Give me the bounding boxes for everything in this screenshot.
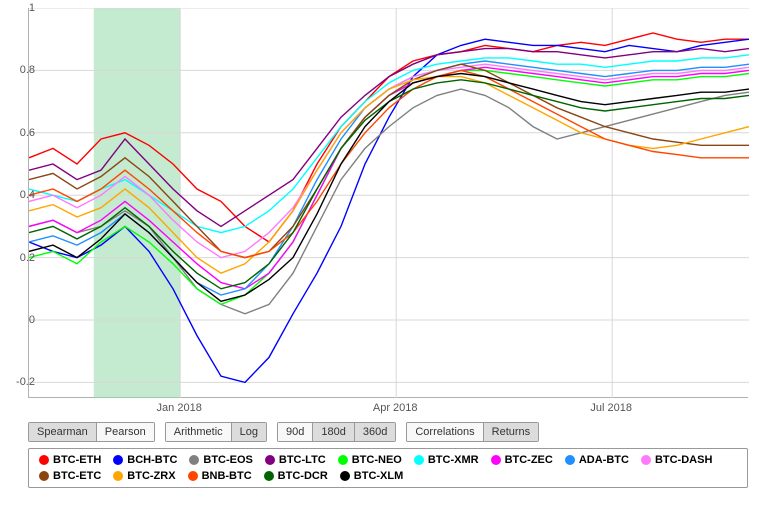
legend-item-btc-xlm[interactable]: BTC-XLM: [334, 468, 410, 484]
legend-label: BTC-DCR: [278, 470, 328, 482]
legend-item-btc-etc[interactable]: BTC-ETC: [33, 468, 107, 484]
btn-group-scale: ArithmeticLog: [165, 422, 267, 442]
chart-container: -0.2 0 0.2 0.4 0.6 0.8 1 Jan 2018 Apr 2018 Jul 2…: [0, 0, 761, 513]
btn-180d[interactable]: 180d: [313, 423, 354, 441]
legend-item-bnb-btc[interactable]: BNB-BTC: [182, 468, 258, 484]
y-tick-label: 0: [29, 314, 35, 326]
btn-360d[interactable]: 360d: [355, 423, 395, 441]
btn-pearson[interactable]: Pearson: [97, 423, 154, 441]
legend-label: BTC-ZEC: [505, 454, 553, 466]
legend-dot-icon: [491, 455, 501, 465]
btn-returns[interactable]: Returns: [484, 423, 539, 441]
btn-log[interactable]: Log: [232, 423, 266, 441]
y-tick-label: -0.2: [16, 376, 35, 388]
legend-item-btc-eth[interactable]: BTC-ETH: [33, 452, 107, 468]
legend-item-btc-dash[interactable]: BTC-DASH: [635, 452, 718, 468]
controls-panel: SpearmanPearson ArithmeticLog 90d180d360d C…: [28, 422, 748, 488]
legend-dot-icon: [113, 455, 123, 465]
legend: BTC-ETH BCH-BTC BTC-EOS BTC-LTC BTC-NEO BTC-X…: [28, 448, 748, 488]
y-tick-label: 1: [29, 2, 35, 14]
legend-item-bch-btc[interactable]: BCH-BTC: [107, 452, 183, 468]
y-tick-label: 0.2: [20, 252, 35, 264]
legend-label: BTC-ETH: [53, 454, 101, 466]
legend-dot-icon: [338, 455, 348, 465]
legend-label: BTC-EOS: [203, 454, 253, 466]
button-row: SpearmanPearson ArithmeticLog 90d180d360d C…: [28, 422, 748, 442]
legend-dot-icon: [641, 455, 651, 465]
legend-label: BTC-NEO: [352, 454, 402, 466]
legend-label: BTC-XMR: [428, 454, 479, 466]
legend-item-btc-zrx[interactable]: BTC-ZRX: [107, 468, 181, 484]
y-tick-label: 0.4: [20, 189, 35, 201]
y-tick-label: 0.6: [20, 127, 35, 139]
legend-dot-icon: [188, 471, 198, 481]
legend-dot-icon: [565, 455, 575, 465]
legend-label: BNB-BTC: [202, 470, 252, 482]
legend-item-btc-eos[interactable]: BTC-EOS: [183, 452, 259, 468]
legend-dot-icon: [39, 471, 49, 481]
legend-item-btc-zec[interactable]: BTC-ZEC: [485, 452, 559, 468]
legend-label: BCH-BTC: [127, 454, 177, 466]
y-tick-label: 0.8: [20, 64, 35, 76]
btn-90d[interactable]: 90d: [278, 423, 313, 441]
x-tick-label: Jan 2018: [157, 402, 202, 414]
legend-label: BTC-LTC: [279, 454, 326, 466]
chart-svg: [29, 8, 749, 398]
legend-item-btc-neo[interactable]: BTC-NEO: [332, 452, 408, 468]
legend-dot-icon: [189, 455, 199, 465]
legend-dot-icon: [113, 471, 123, 481]
legend-dot-icon: [39, 455, 49, 465]
btn-group-window: 90d180d360d: [277, 422, 396, 442]
legend-dot-icon: [340, 471, 350, 481]
x-tick-label: Jul 2018: [590, 402, 632, 414]
legend-item-btc-dcr[interactable]: BTC-DCR: [258, 468, 334, 484]
legend-item-btc-xmr[interactable]: BTC-XMR: [408, 452, 485, 468]
legend-dot-icon: [264, 471, 274, 481]
btn-group-view: CorrelationsReturns: [406, 422, 539, 442]
btn-correlations[interactable]: Correlations: [407, 423, 483, 441]
chart-plot-area: [28, 8, 748, 398]
legend-label: BTC-DASH: [655, 454, 712, 466]
legend-dot-icon: [265, 455, 275, 465]
legend-label: BTC-XLM: [354, 470, 404, 482]
legend-label: BTC-ZRX: [127, 470, 175, 482]
legend-item-ada-btc[interactable]: ADA-BTC: [559, 452, 635, 468]
legend-label: BTC-ETC: [53, 470, 101, 482]
legend-label: ADA-BTC: [579, 454, 629, 466]
btn-group-corr-method: SpearmanPearson: [28, 422, 155, 442]
btn-arithmetic[interactable]: Arithmetic: [166, 423, 232, 441]
legend-dot-icon: [414, 455, 424, 465]
btn-spearman[interactable]: Spearman: [29, 423, 97, 441]
legend-item-btc-ltc[interactable]: BTC-LTC: [259, 452, 332, 468]
x-tick-label: Apr 2018: [373, 402, 418, 414]
